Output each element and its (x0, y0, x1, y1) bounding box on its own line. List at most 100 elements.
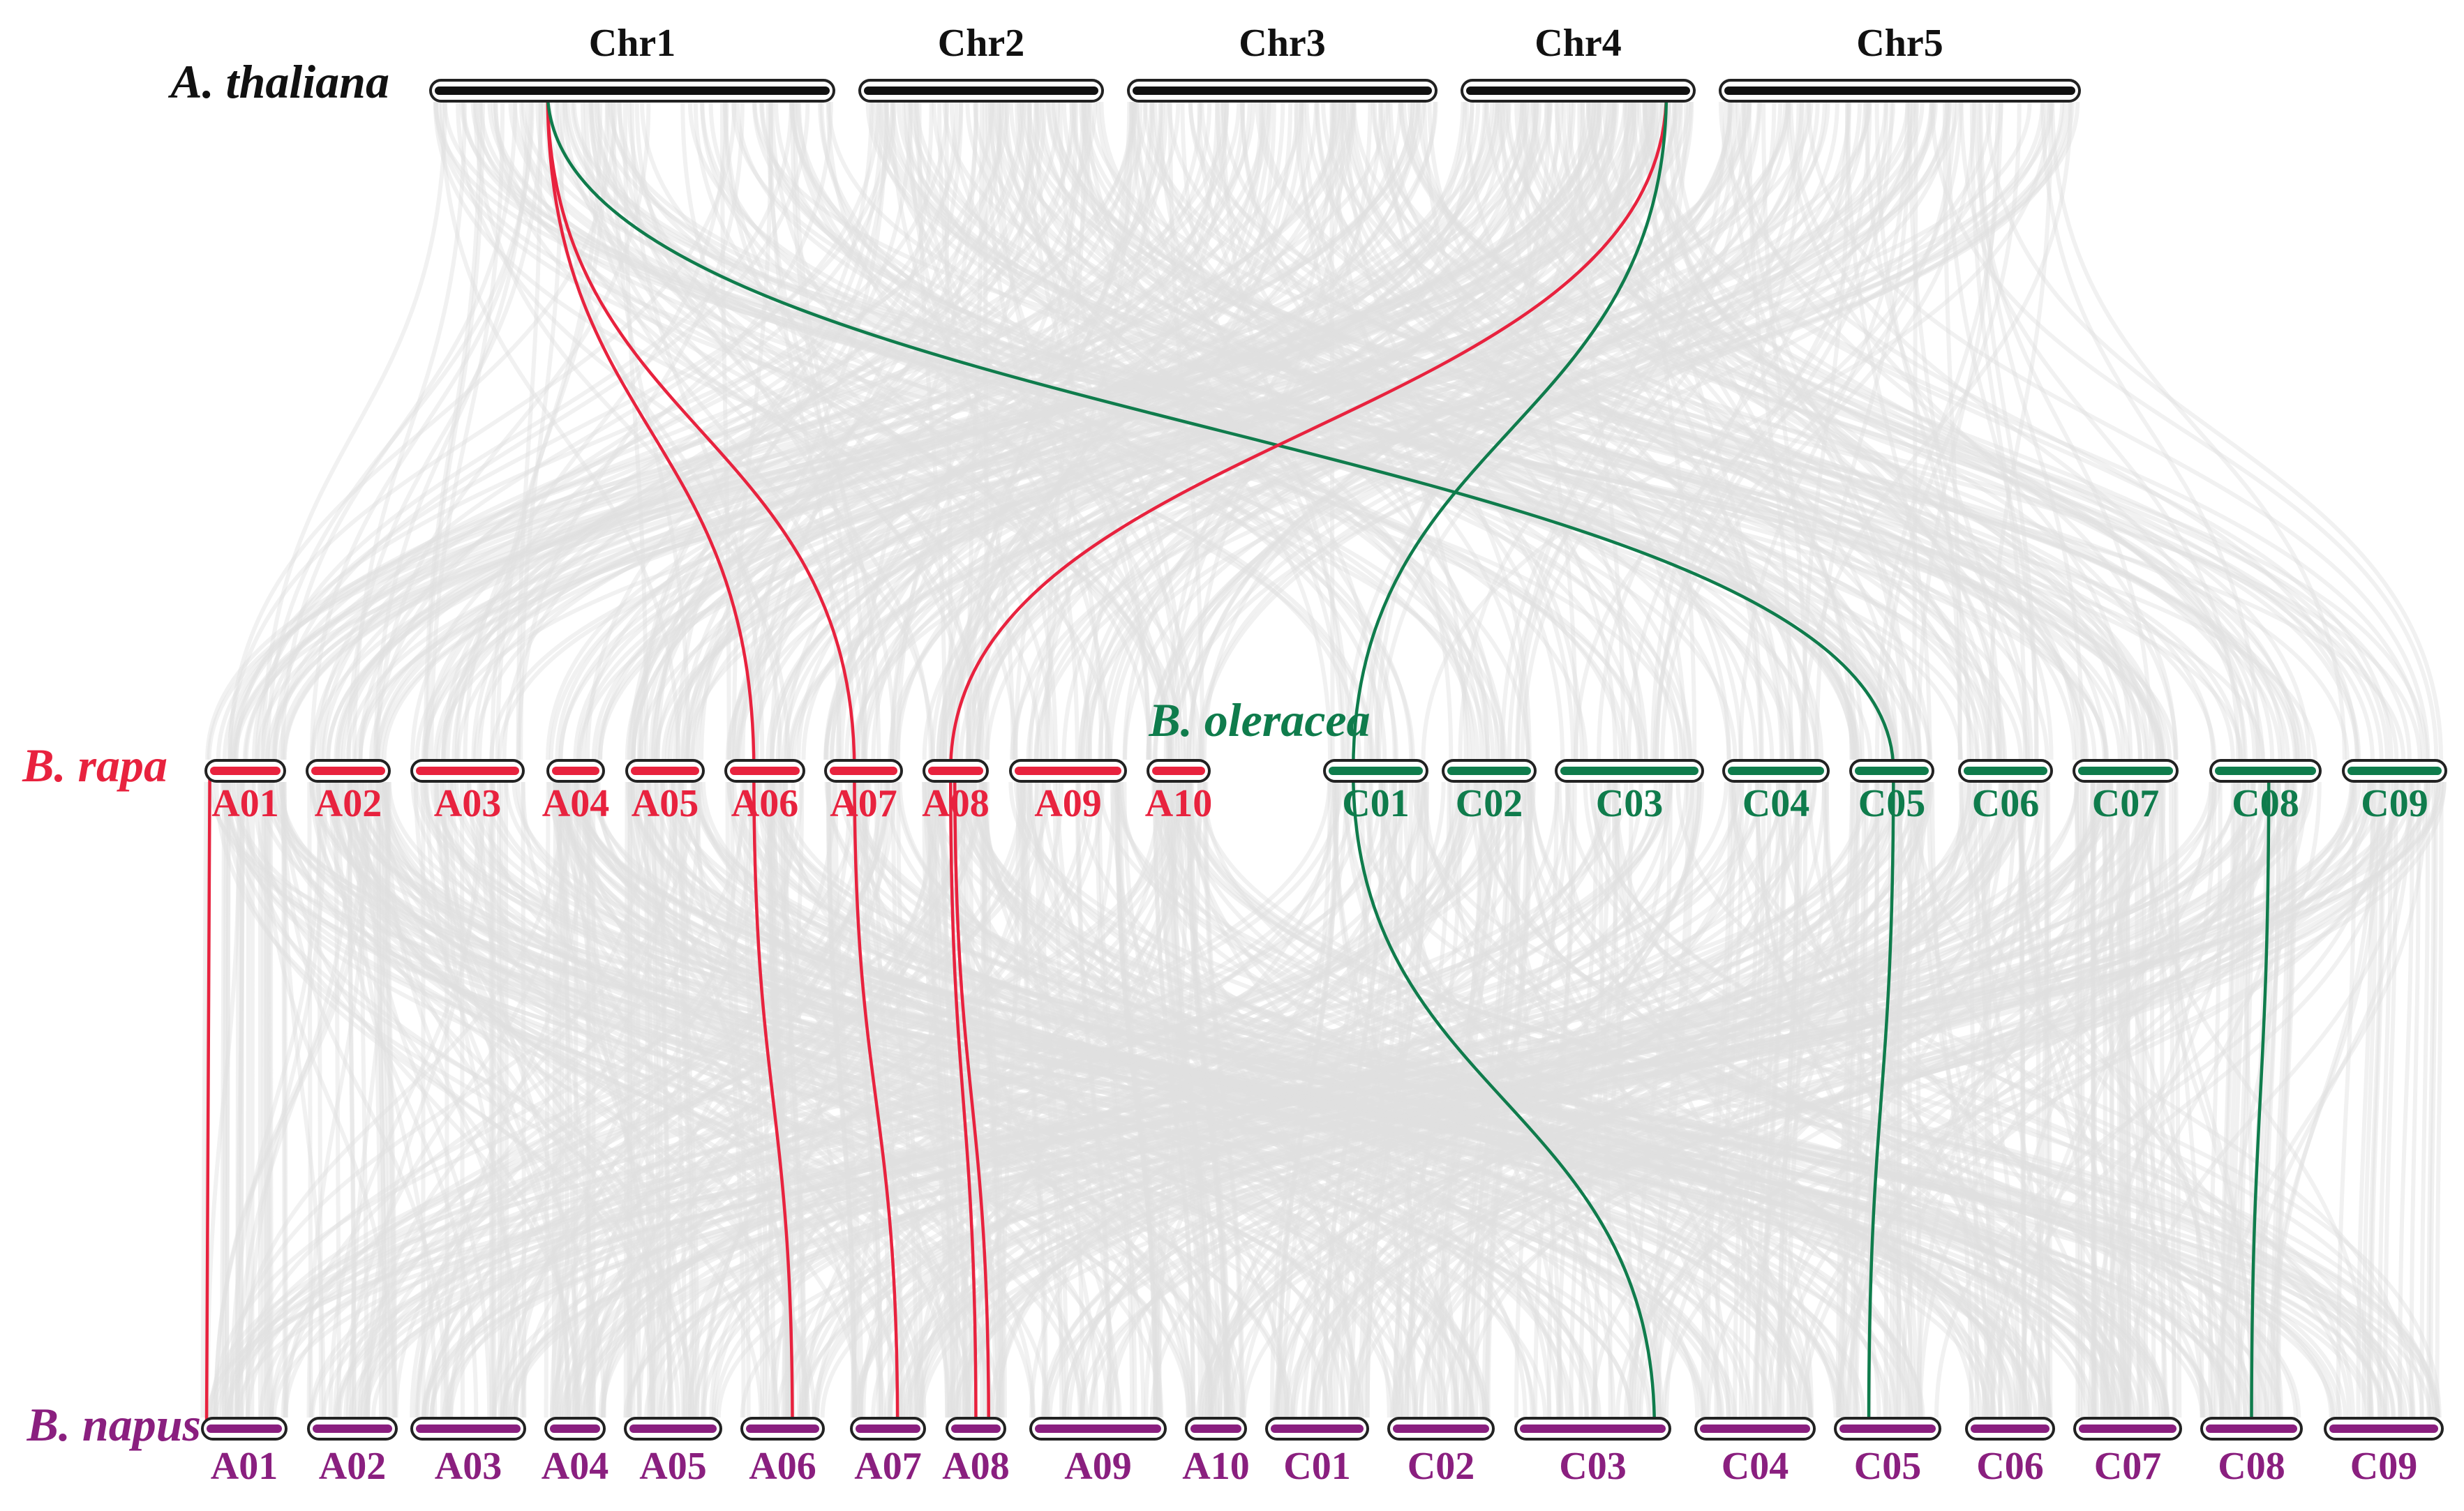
background-link (979, 781, 1002, 1418)
background-link (555, 781, 690, 1418)
background-link (766, 781, 2396, 1418)
background-link (768, 781, 1181, 1418)
background-link (1454, 781, 1670, 1418)
background-link (282, 101, 1671, 760)
background-link (440, 781, 685, 1418)
background-link (415, 101, 1662, 760)
thaliana-chromosome-label: Chr1 (589, 22, 675, 65)
background-link (1881, 101, 2022, 760)
background-link (665, 101, 1752, 760)
background-link (627, 101, 1271, 760)
background-link (996, 101, 2235, 760)
background-link (781, 781, 861, 1418)
napus-chromosome-label: C07 (2094, 1445, 2161, 1488)
background-link (735, 101, 1791, 760)
background-link (308, 781, 1764, 1418)
background-link (627, 101, 1153, 760)
background-link (1087, 101, 1539, 760)
background-link (2101, 781, 2178, 1418)
background-link (2268, 781, 2377, 1418)
background-link (1978, 101, 2085, 760)
background-link (281, 101, 1655, 760)
background-link (1631, 781, 1862, 1418)
background-link (939, 101, 1920, 760)
background-link (1435, 781, 1489, 1418)
background-link (1613, 781, 1987, 1418)
background-link (1021, 781, 1048, 1418)
background-link (597, 101, 1938, 760)
background-link (823, 101, 1761, 760)
background-link (1345, 101, 1629, 760)
background-link (859, 781, 1535, 1418)
background-link (1561, 101, 1785, 760)
background-link (574, 781, 1843, 1418)
background-link (1580, 101, 2080, 760)
background-link (564, 781, 1217, 1418)
background-link (1080, 101, 1952, 760)
background-link (367, 781, 1849, 1418)
background-link (440, 101, 1269, 760)
background-link (492, 781, 1028, 1418)
background-link (861, 781, 977, 1418)
background-link (1655, 101, 1894, 760)
background-link (235, 781, 245, 1418)
background-link (1597, 101, 1850, 760)
background-link (1765, 781, 2146, 1418)
background-link (382, 781, 394, 1418)
background-link (380, 781, 1488, 1418)
background-link (887, 781, 2239, 1418)
background-link (1422, 101, 1643, 760)
napus-chromosome-label: A05 (639, 1445, 706, 1488)
background-link (1197, 101, 1916, 760)
background-link (890, 101, 1856, 760)
background-link (863, 101, 1733, 760)
background-link (673, 101, 1530, 760)
background-link (565, 101, 1897, 760)
background-link (1427, 101, 1807, 760)
background-link (1763, 781, 1787, 1418)
oleracea-chromosome-fill-C05 (1855, 767, 1929, 775)
background-link (1413, 781, 2267, 1418)
background-link (1215, 101, 1530, 760)
background-link (2134, 781, 2141, 1418)
background-link (1569, 781, 1611, 1418)
background-link (2139, 781, 2146, 1418)
background-link (772, 781, 2032, 1418)
background-link (1981, 781, 2322, 1418)
background-link (1239, 101, 1648, 760)
background-link (1896, 781, 1903, 1418)
background-link (663, 781, 1246, 1418)
background-link (1969, 101, 2027, 760)
background-link (425, 781, 572, 1418)
background-link (224, 781, 231, 1418)
background-link (627, 781, 633, 1418)
background-link (423, 781, 1490, 1418)
background-link (789, 101, 1856, 760)
background-link (708, 101, 1480, 760)
background-link (1383, 781, 1658, 1418)
background-link (414, 781, 2213, 1418)
background-link (1015, 101, 1397, 760)
background-link (1207, 781, 1920, 1418)
napus-chromosome-fill-A02 (313, 1424, 392, 1433)
background-link (577, 101, 2080, 760)
background-link (283, 781, 1530, 1418)
background-link (1814, 101, 1912, 760)
background-link (852, 101, 1888, 760)
napus-chromosome-fill-C06 (1971, 1424, 2049, 1433)
background-link (1474, 781, 2121, 1418)
napus-chromosome-fill-C09 (2329, 1424, 2438, 1433)
background-link (966, 781, 1181, 1418)
background-link (654, 781, 1812, 1418)
background-link (2080, 781, 2085, 1418)
background-link (1086, 101, 1472, 760)
background-link (572, 101, 2178, 760)
background-link (1167, 101, 1694, 760)
species-label-napus: B. napus (27, 1398, 201, 1451)
background-link (346, 781, 573, 1418)
background-link (767, 781, 790, 1418)
background-link (574, 781, 2386, 1418)
background-link (358, 101, 1916, 760)
background-link (1899, 781, 2017, 1418)
background-synteny-links (200, 101, 2447, 1418)
